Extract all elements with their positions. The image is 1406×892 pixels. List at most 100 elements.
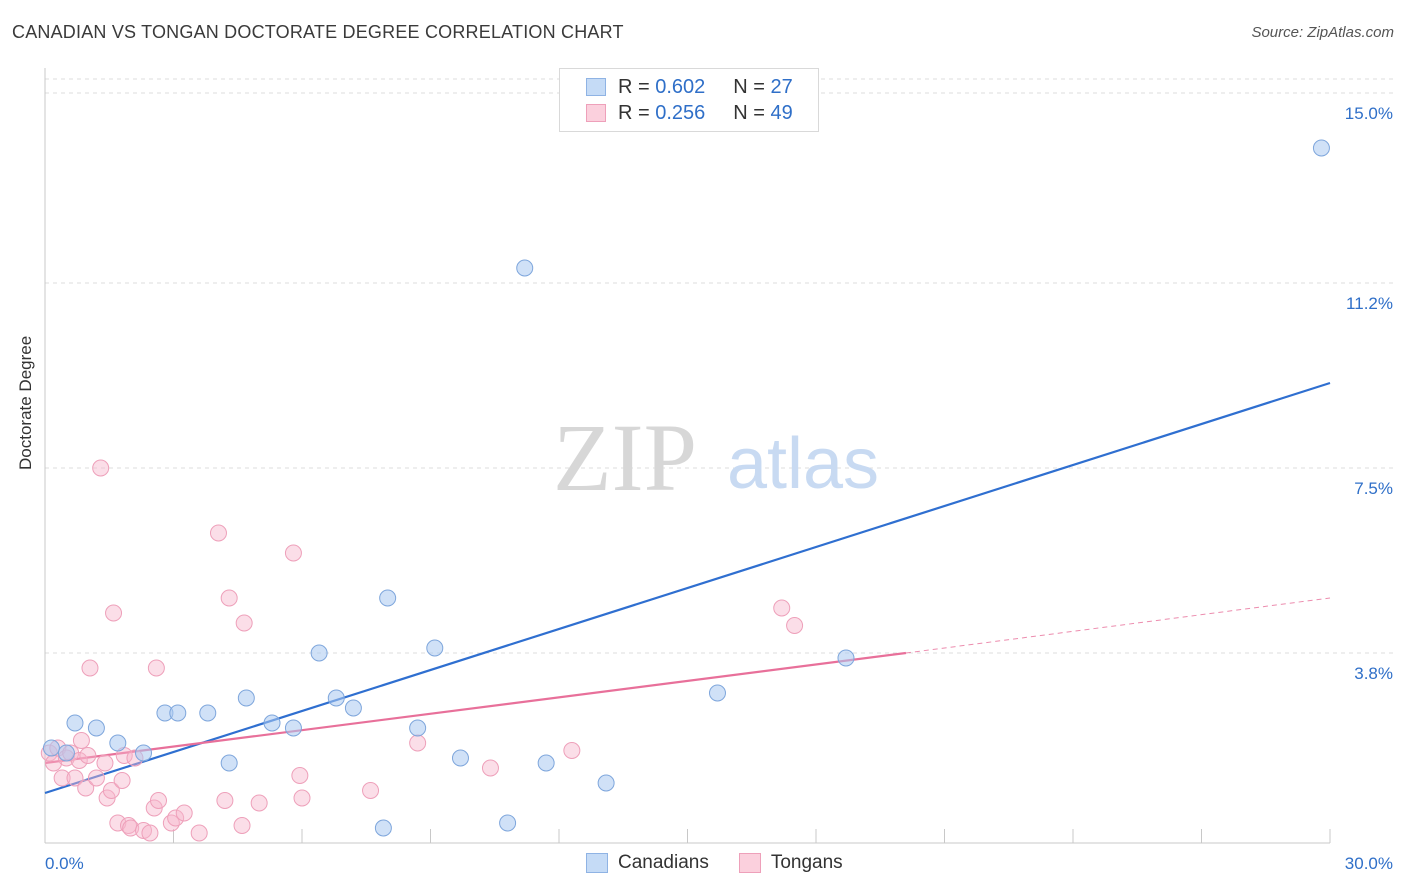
tongans-point xyxy=(53,769,71,787)
r-label: R = xyxy=(618,75,656,98)
canadians-point xyxy=(199,704,217,722)
tongans-point xyxy=(409,734,427,752)
canadians-swatch xyxy=(586,78,606,96)
watermark: ZIP atlas xyxy=(553,404,879,511)
tongans-swatch xyxy=(586,104,606,122)
canadians-point xyxy=(426,639,444,657)
tongans-point xyxy=(120,817,138,834)
axes xyxy=(44,68,1331,844)
tongans-point xyxy=(109,814,127,832)
x-tick-label: 0.0% xyxy=(45,854,84,873)
legend-item-canadians: Canadians xyxy=(586,852,709,874)
tongans-point xyxy=(92,459,110,477)
tongans-point xyxy=(175,804,193,822)
canadians-point xyxy=(327,689,345,707)
tick-labels: 3.8% 7.5% 11.2% 15.0% 0.0% 30.0% xyxy=(45,104,1393,873)
tongans-point xyxy=(209,524,227,542)
canadians-point xyxy=(516,259,534,277)
series-legend: Canadians Tongans xyxy=(586,852,873,874)
tongans-point xyxy=(70,752,88,769)
canadians-point xyxy=(135,744,153,762)
canadians-point xyxy=(310,644,328,662)
legend-label: Canadians xyxy=(618,852,709,873)
canadians-point xyxy=(499,814,517,832)
tongans-point xyxy=(291,767,309,784)
canadians-point xyxy=(597,774,615,792)
canadians-point xyxy=(237,689,255,707)
canadians-point xyxy=(109,734,127,752)
canadians-point xyxy=(374,819,392,837)
tongans-point xyxy=(102,782,120,799)
tongans-point xyxy=(79,747,97,764)
tongans-point xyxy=(233,817,251,834)
canadians-point xyxy=(220,754,238,772)
tongans-point xyxy=(77,779,95,797)
tongans-point xyxy=(87,769,105,787)
chart-title: CANADIAN VS TONGAN DOCTORATE DEGREE CORR… xyxy=(12,22,624,42)
stats-row-canadians: R = 0.602 N = 27 xyxy=(586,74,793,100)
tongans-point xyxy=(122,819,140,837)
r-value: 0.256 xyxy=(655,101,706,124)
tongans-point xyxy=(284,544,302,562)
trend-lines xyxy=(44,381,1331,795)
canadians-swatch xyxy=(586,853,608,873)
canadians-point xyxy=(708,684,726,702)
tongans-swatch xyxy=(738,853,761,873)
n-value: 49 xyxy=(770,101,793,124)
gridlines xyxy=(45,78,1395,654)
data-points xyxy=(40,139,1330,842)
y-tick-label: 7.5% xyxy=(1354,479,1393,498)
canadians-point xyxy=(57,744,75,762)
tongans-point xyxy=(105,604,123,622)
legend-item-tongans: Tongans xyxy=(738,852,843,874)
canadians-point xyxy=(42,739,60,757)
y-tick-label: 11.2% xyxy=(1346,294,1393,313)
n-label: N = xyxy=(733,75,771,98)
canadians-point xyxy=(87,719,105,737)
n-label: N = xyxy=(733,101,771,124)
tongans-point xyxy=(786,617,804,634)
canadians-point xyxy=(837,649,855,667)
watermark-zip: ZIP xyxy=(553,404,697,511)
tongans-trend-extension xyxy=(905,597,1331,654)
tongans-point xyxy=(481,759,499,777)
canadians-point xyxy=(263,714,281,732)
tongans-point xyxy=(293,789,311,807)
tongans-point xyxy=(81,659,99,677)
tongans-point xyxy=(235,614,253,632)
tongans-point xyxy=(66,769,84,787)
canadians-point xyxy=(537,754,555,772)
tongans-point xyxy=(362,782,380,799)
legend-label: Tongans xyxy=(770,852,843,873)
r-label: R = xyxy=(618,101,656,124)
canadians-trend-line xyxy=(44,381,1331,795)
tongans-point xyxy=(150,792,168,809)
stats-legend: R = 0.602 N = 27 R = 0.256 N = 49 xyxy=(559,68,819,132)
n-value: 27 xyxy=(770,75,793,98)
tongans-point xyxy=(190,824,208,842)
stats-row-tongans: R = 0.256 N = 49 xyxy=(586,100,793,126)
canadians-point xyxy=(379,589,397,607)
canadians-point xyxy=(169,704,187,722)
r-value: 0.602 xyxy=(655,75,706,98)
y-axis-label: Doctorate Degree xyxy=(16,335,35,470)
canadians-point xyxy=(1312,139,1330,157)
tongans-point xyxy=(250,794,268,812)
tongans-point xyxy=(563,742,581,759)
tongans-point xyxy=(220,589,238,607)
canadians-point xyxy=(344,699,362,717)
tongans-point xyxy=(72,732,90,749)
canadians-point xyxy=(66,714,84,732)
canadians-point xyxy=(451,749,469,767)
tongans-point xyxy=(216,792,234,809)
canadians-point xyxy=(284,719,302,737)
x-tick-label: 30.0% xyxy=(1345,854,1393,873)
watermark-atlas: atlas xyxy=(727,424,879,504)
y-tick-label: 15.0% xyxy=(1345,104,1393,123)
tongans-point xyxy=(96,754,114,772)
tongans-trend-line xyxy=(44,651,907,765)
tongans-point xyxy=(773,599,791,617)
tongans-point xyxy=(147,659,165,677)
tongans-point xyxy=(113,772,131,789)
